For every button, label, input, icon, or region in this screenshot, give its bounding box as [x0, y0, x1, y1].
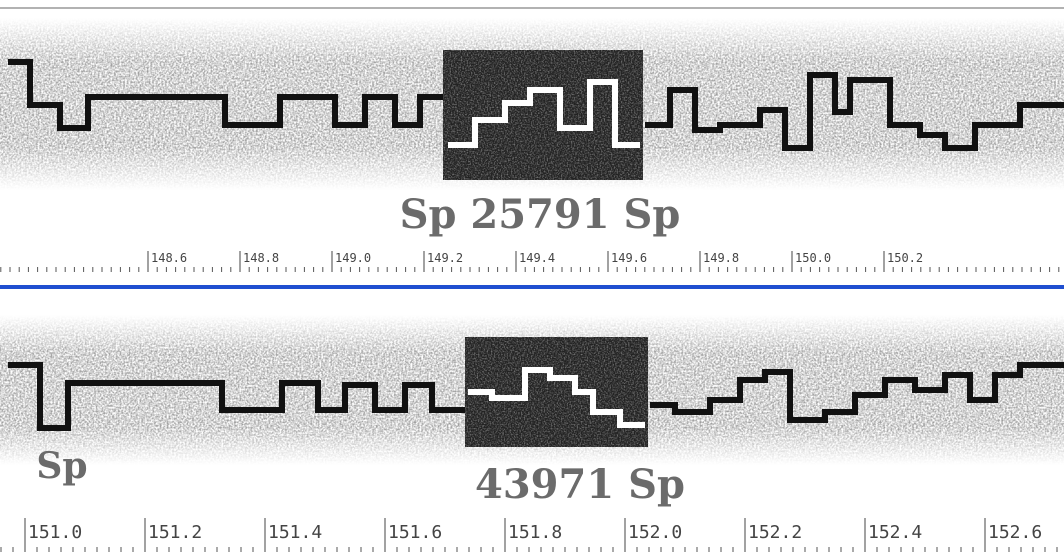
- ruler-label: 151.8: [508, 522, 562, 543]
- highlight-noise: [443, 50, 643, 180]
- trace: [8, 59, 443, 131]
- ruler-label: 151.6: [388, 522, 442, 543]
- caption: 43971 Sp: [475, 461, 685, 508]
- ruler-label: 151.4: [268, 522, 322, 543]
- ruler: 148.6 148.8 149.0 149.2 149.4 149.6 149.8 150.0…: [0, 251, 1060, 272]
- caption: Sp 25791 Sp: [400, 191, 681, 238]
- ruler-label: 149.6: [611, 251, 647, 265]
- trace-highlight: [468, 367, 645, 428]
- ruler-label: 152.4: [868, 522, 922, 543]
- ruler-label: 149.8: [703, 251, 739, 265]
- ruler-label: 151.2: [148, 522, 202, 543]
- trace: [8, 362, 465, 431]
- highlight-noise: [465, 337, 648, 447]
- ruler-label: 149.2: [427, 251, 463, 265]
- trace-highlight: [448, 79, 640, 148]
- ruler-label: 149.0: [335, 251, 371, 265]
- ruler-label: 150.0: [795, 251, 831, 265]
- ruler-label: 152.2: [748, 522, 802, 543]
- ruler-label: 148.8: [243, 251, 279, 265]
- side-label: Sp: [36, 445, 87, 487]
- ruler-label: 152.0: [628, 522, 682, 543]
- trace: [650, 362, 1064, 423]
- ruler-label: 151.0: [28, 522, 82, 543]
- signal-panel: Sp 25791 Sp: [0, 18, 1064, 238]
- ruler-label: 148.6: [151, 251, 187, 265]
- ruler: 151.0 151.2 151.4 151.6 151.8 152.0 152.2 152.4…: [0, 518, 1058, 552]
- ruler-label: 152.6: [988, 522, 1042, 543]
- ruler-label: 149.4: [519, 251, 555, 265]
- ruler-label: 150.2: [887, 251, 923, 265]
- trace: [645, 72, 1064, 151]
- signal-panel: Sp 43971 Sp: [0, 315, 1064, 508]
